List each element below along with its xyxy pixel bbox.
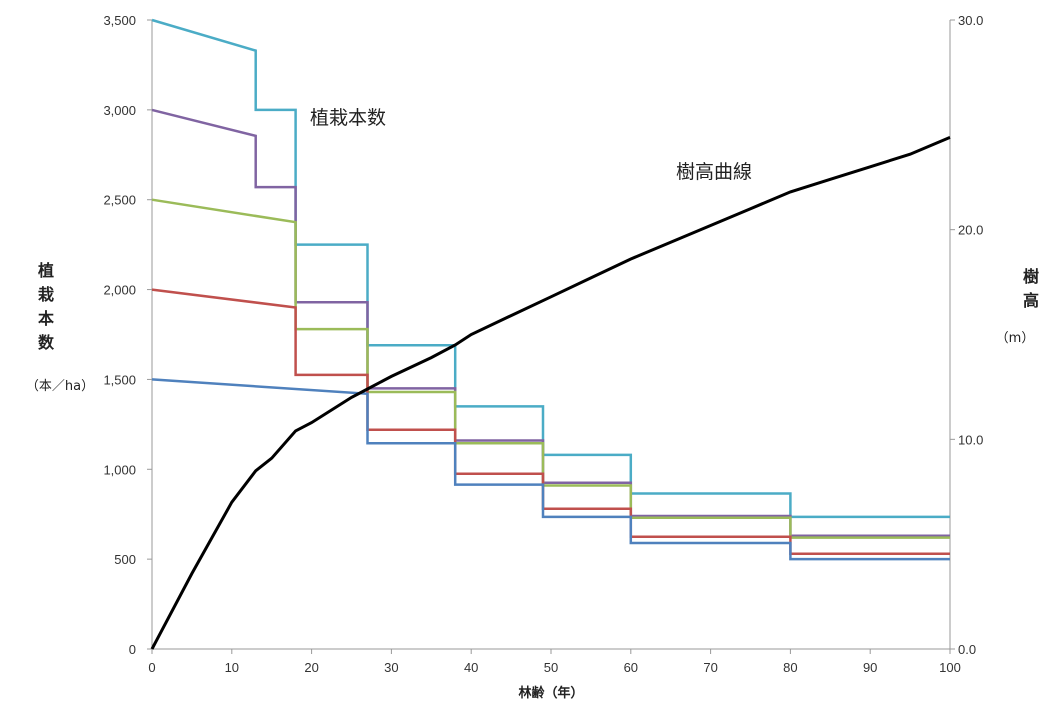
y-left-tick-label: 2,000 — [103, 283, 136, 298]
y-right-tick-label: 0.0 — [958, 642, 976, 657]
y-left-tick-label: 3,000 — [103, 103, 136, 118]
y-left-axis-title-char: 栽 — [38, 285, 54, 304]
y-left-tick-label: 500 — [114, 552, 136, 567]
x-tick-label: 20 — [304, 660, 318, 675]
y-left-axis-title-char: 植 — [37, 261, 54, 280]
x-tick-label: 30 — [384, 660, 398, 675]
y-right-tick-label: 10.0 — [958, 432, 983, 447]
axes: 0 10 20 30 40 50 60 70 80 90 100 0 500 1,000 1,500 2,00… — [103, 13, 983, 675]
y-right-tick-label: 30.0 — [958, 13, 983, 28]
x-tick-label: 70 — [703, 660, 717, 675]
y-left-axis-title-char: 本 — [38, 309, 54, 328]
x-tick-label: 60 — [624, 660, 638, 675]
density-series-2 — [151, 108, 950, 538]
y-right-unit-label: （m） — [996, 331, 1035, 346]
density-series-4 — [151, 288, 950, 556]
x-tick-label: 40 — [464, 660, 478, 675]
annotation-planting-density: 植栽本数 — [310, 107, 386, 129]
y-left-tick-label: 2,500 — [103, 193, 136, 208]
y-left-tick-label: 3,500 — [103, 13, 136, 28]
x-tick-label: 50 — [544, 660, 558, 675]
x-tick-label: 10 — [225, 660, 239, 675]
series-group — [150, 18, 951, 650]
height-curve-line — [150, 136, 951, 650]
annotation-height-curve: 樹高曲線 — [676, 161, 752, 183]
y-left-unit-label: （本／ha） — [26, 379, 94, 394]
y-left-axis-title-char: 数 — [38, 333, 55, 352]
y-left-tick-label: 1,500 — [103, 372, 136, 387]
density-series-5 — [151, 378, 950, 561]
x-axis-label: 林齢（年） — [518, 685, 583, 701]
x-tick-label: 90 — [863, 660, 877, 675]
density-series-1 — [151, 18, 950, 519]
y-right-axis-title-char: 樹 — [1023, 267, 1039, 286]
x-tick-label: 0 — [148, 660, 155, 675]
x-tick-label: 80 — [783, 660, 797, 675]
y-left-tick-label: 1,000 — [103, 462, 136, 477]
y-right-tick-label: 20.0 — [958, 223, 983, 238]
density-series-3 — [151, 198, 950, 539]
y-right-axis-title-char: 高 — [1023, 291, 1039, 310]
y-left-tick-label: 0 — [129, 642, 136, 657]
x-tick-label: 100 — [939, 660, 961, 675]
